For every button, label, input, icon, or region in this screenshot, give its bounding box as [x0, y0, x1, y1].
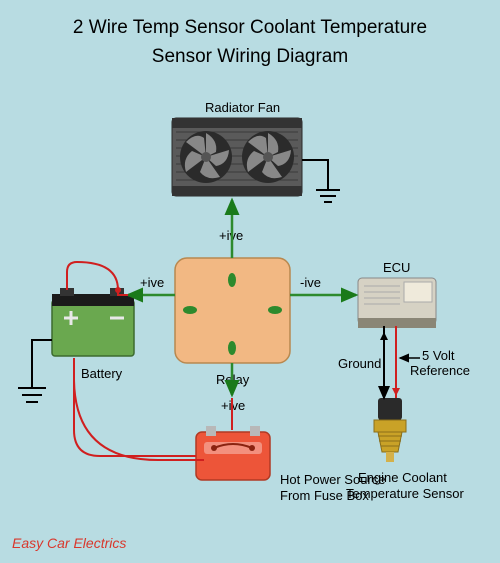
label-relay: Relay [216, 372, 249, 387]
fuse-icon [196, 426, 270, 480]
label-engine-coolant: Engine Coolant [358, 470, 447, 485]
label-nive-right: -ive [300, 275, 321, 290]
diagram-title: 2 Wire Temp Sensor Coolant Temperature S… [0, 0, 500, 71]
label-reference: Reference [410, 363, 470, 378]
label-battery: Battery [81, 366, 122, 381]
label-pive-top: +ive [219, 228, 243, 243]
brand-text: Easy Car Electrics [12, 535, 126, 551]
radiator-fan-icon [172, 118, 302, 196]
wire-battery-to-relay86 [118, 290, 128, 295]
title-line-1: 2 Wire Temp Sensor Coolant Temperature [73, 17, 427, 38]
pin-30: 30 [225, 335, 238, 349]
ground-symbol-radiator [316, 190, 340, 202]
label-5volt: 5 Volt [422, 348, 455, 363]
label-pive-left: +ive [140, 275, 164, 290]
title-line-2: Sensor Wiring Diagram [152, 46, 348, 67]
pin-85: 85 [257, 295, 270, 309]
temp-sensor-icon [374, 398, 406, 462]
label-temp-sensor: Temperature Sensor [346, 486, 464, 501]
battery-icon [52, 288, 134, 356]
ground-symbol-battery [18, 388, 46, 402]
label-ground: Ground [338, 356, 381, 371]
pin-87: 87 [225, 264, 238, 278]
ecu-icon [358, 278, 436, 328]
label-ecu: ECU [383, 260, 410, 275]
label-pive-bottom: +ive [221, 398, 245, 413]
label-radiator-fan: Radiator Fan [205, 100, 280, 115]
pin-86: 86 [194, 295, 207, 309]
